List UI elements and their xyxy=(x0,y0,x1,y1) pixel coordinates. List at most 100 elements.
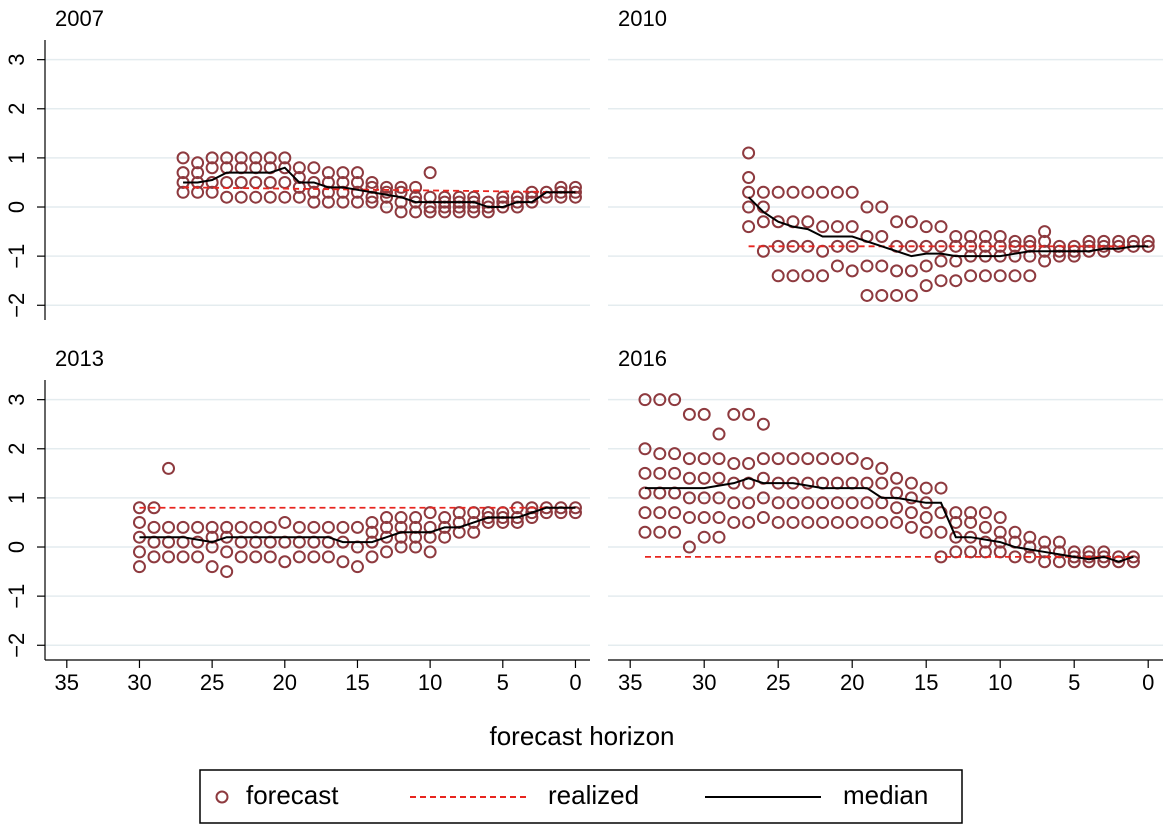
forecast-point xyxy=(653,486,667,500)
forecast-point xyxy=(1052,535,1066,549)
forecast-point xyxy=(220,520,234,534)
forecast-point xyxy=(682,452,696,466)
y-tick-label: 3 xyxy=(4,394,29,406)
forecast-point xyxy=(249,175,263,189)
forecast-point xyxy=(638,442,652,456)
forecast-point xyxy=(336,166,350,180)
legend-label: realized xyxy=(548,780,639,810)
forecast-point xyxy=(742,515,756,529)
forecast-point xyxy=(452,205,466,219)
forecast-point xyxy=(727,407,741,421)
forecast-point xyxy=(682,540,696,554)
forecast-point xyxy=(801,215,815,229)
forecast-point xyxy=(816,185,830,199)
y-tick-label: 2 xyxy=(4,103,29,115)
legend-marker xyxy=(215,790,229,804)
x-tick-label: 30 xyxy=(127,670,151,695)
forecast-point xyxy=(1008,269,1022,283)
median-line xyxy=(747,196,1149,258)
forecast-point xyxy=(1023,530,1037,544)
forecast-point xyxy=(786,269,800,283)
realized-line xyxy=(183,186,576,194)
forecast-point xyxy=(801,269,815,283)
forecast-point xyxy=(801,476,815,490)
forecast-point xyxy=(365,195,379,209)
forecast-point xyxy=(380,511,394,525)
forecast-point xyxy=(321,195,335,209)
x-tick-label: 5 xyxy=(1068,670,1080,695)
forecast-point xyxy=(1023,540,1037,554)
forecast-point xyxy=(934,239,948,253)
y-tick-label: 1 xyxy=(4,152,29,164)
forecast-point xyxy=(321,550,335,564)
forecast-point xyxy=(860,259,874,273)
forecast-point xyxy=(292,190,306,204)
forecast-point xyxy=(845,496,859,510)
forecast-point xyxy=(993,511,1007,525)
y-tick-label: −1 xyxy=(4,244,29,269)
forecast-point xyxy=(1008,525,1022,539)
forecast-point xyxy=(638,486,652,500)
forecast-point xyxy=(756,452,770,466)
forecast-point xyxy=(668,466,682,480)
forecast-point xyxy=(380,185,394,199)
forecast-point xyxy=(438,511,452,525)
x-tick-label: 25 xyxy=(200,670,224,695)
forecast-point xyxy=(904,215,918,229)
forecast-point xyxy=(919,259,933,273)
forecast-point xyxy=(860,496,874,510)
forecast-point xyxy=(904,491,918,505)
forecast-point xyxy=(712,511,726,525)
forecast-point xyxy=(860,288,874,302)
forecast-point xyxy=(875,229,889,243)
forecast-point xyxy=(934,254,948,268)
forecast-point xyxy=(263,550,277,564)
forecast-point xyxy=(786,452,800,466)
forecast-point xyxy=(756,417,770,431)
panel: 2016 35 30 25 20 15 10 5 0 xyxy=(608,346,1163,695)
forecast-point xyxy=(496,190,510,204)
forecast-point xyxy=(147,535,161,549)
forecast-point xyxy=(949,254,963,268)
forecast-point xyxy=(234,151,248,165)
median-line xyxy=(645,477,1134,563)
forecast-point xyxy=(1126,555,1140,569)
forecast-point xyxy=(249,535,263,549)
forecast-point xyxy=(786,515,800,529)
forecast-point xyxy=(234,550,248,564)
forecast-point xyxy=(1038,535,1052,549)
forecast-point xyxy=(830,259,844,273)
forecast-point xyxy=(278,151,292,165)
forecast-point xyxy=(350,520,364,534)
y-tick-label: 1 xyxy=(4,492,29,504)
forecast-point xyxy=(771,515,785,529)
forecast-point xyxy=(978,269,992,283)
forecast-point xyxy=(191,535,205,549)
forecast-point xyxy=(365,175,379,189)
x-tick-label: 20 xyxy=(273,670,297,695)
forecast-point xyxy=(1008,249,1022,263)
x-tick-label: 20 xyxy=(840,670,864,695)
forecast-point xyxy=(176,185,190,199)
forecast-point xyxy=(205,185,219,199)
legend: forecast realized median xyxy=(215,780,928,810)
forecast-point xyxy=(307,520,321,534)
forecast-point xyxy=(321,166,335,180)
forecast-point xyxy=(682,407,696,421)
legend-label: median xyxy=(843,780,928,810)
panel-title: 2016 xyxy=(618,346,667,371)
forecast-point xyxy=(816,496,830,510)
forecast-point xyxy=(682,491,696,505)
forecast-point xyxy=(1082,550,1096,564)
forecast-point xyxy=(830,515,844,529)
forecast-point xyxy=(307,535,321,549)
median-line xyxy=(183,166,576,209)
forecast-point xyxy=(712,427,726,441)
forecast-point xyxy=(860,476,874,490)
x-tick-label: 30 xyxy=(692,670,716,695)
forecast-point xyxy=(934,506,948,520)
legend-box xyxy=(199,769,963,824)
forecast-point xyxy=(162,520,176,534)
forecast-point xyxy=(934,274,948,288)
